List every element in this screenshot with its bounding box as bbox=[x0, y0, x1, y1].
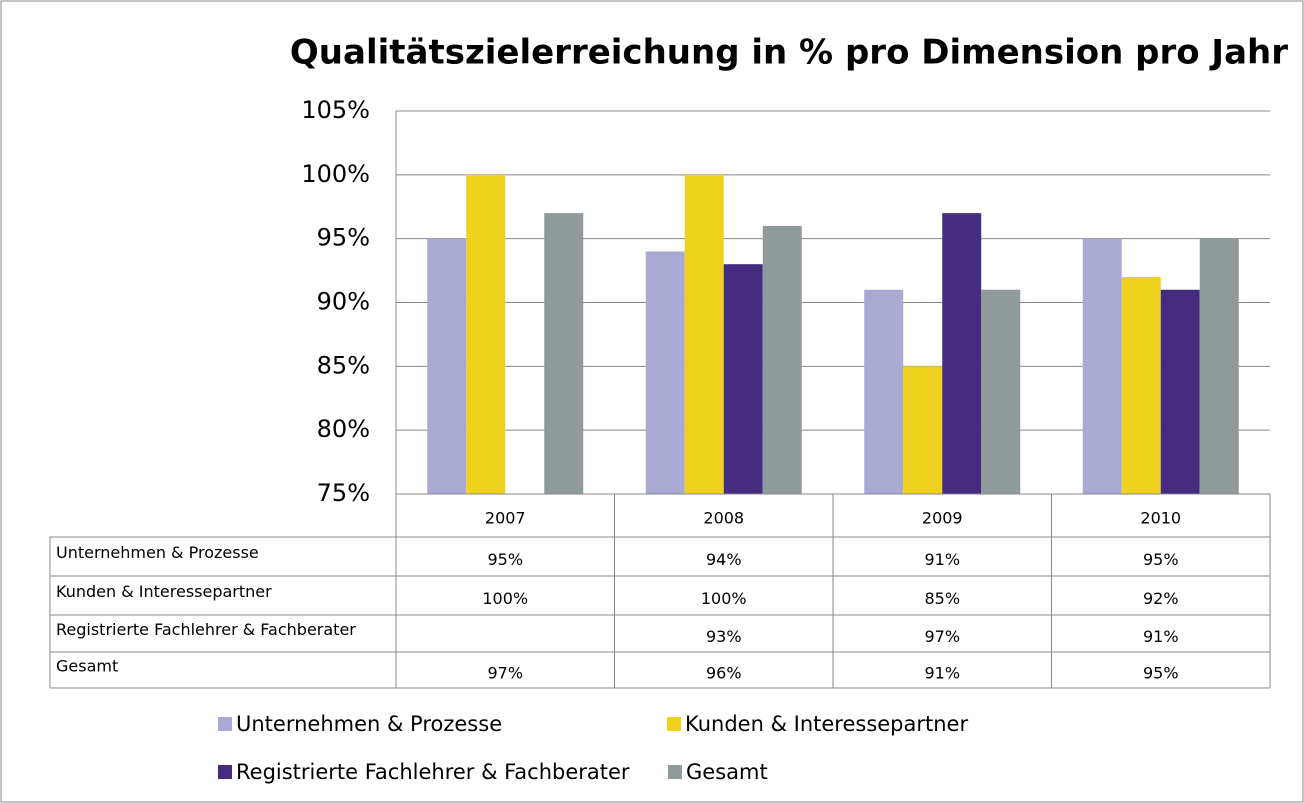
bar bbox=[1082, 238, 1122, 494]
table-cell: 94% bbox=[706, 550, 742, 569]
table-cell: 100% bbox=[482, 589, 528, 608]
table-cell: 92% bbox=[1143, 589, 1179, 608]
table-cell: 95% bbox=[487, 550, 523, 569]
x-tick-label: 2007 bbox=[485, 509, 526, 528]
table-row-label: Gesamt bbox=[56, 657, 118, 676]
table-cell: 97% bbox=[487, 664, 523, 683]
table-cell: 93% bbox=[706, 627, 742, 646]
table-cell: 95% bbox=[1143, 550, 1179, 569]
x-tick-label: 2010 bbox=[1140, 509, 1181, 528]
legend-label: Kunden & Interessepartner bbox=[685, 712, 968, 736]
bar bbox=[903, 366, 943, 494]
table-cell: 97% bbox=[924, 627, 960, 646]
table-cell: 91% bbox=[924, 550, 960, 569]
table-row-label: Kunden & Interessepartner bbox=[56, 582, 272, 601]
bar bbox=[645, 251, 685, 494]
legend-label: Gesamt bbox=[686, 760, 768, 784]
y-tick-label: 75% bbox=[317, 479, 370, 507]
table-cell: 96% bbox=[706, 664, 742, 683]
x-tick-label: 2008 bbox=[703, 509, 744, 528]
legend-swatch bbox=[667, 717, 681, 731]
bar bbox=[684, 174, 724, 495]
y-tick-label: 100% bbox=[301, 160, 370, 188]
bar bbox=[544, 213, 584, 494]
bar bbox=[762, 225, 802, 494]
bar bbox=[942, 213, 982, 494]
chart-title: Qualitätszielerreichung in % pro Dimensi… bbox=[290, 33, 1288, 73]
bar bbox=[1121, 276, 1161, 494]
bar bbox=[723, 264, 763, 494]
bar bbox=[466, 174, 506, 495]
bar bbox=[427, 238, 467, 494]
legend-label: Registrierte Fachlehrer & Fachberater bbox=[236, 760, 630, 784]
table-cell: 95% bbox=[1143, 664, 1179, 683]
table-row-label: Unternehmen & Prozesse bbox=[56, 543, 259, 562]
y-tick-label: 90% bbox=[317, 288, 370, 316]
y-tick-label: 105% bbox=[301, 96, 370, 124]
legend-swatch bbox=[218, 717, 232, 731]
bar bbox=[1199, 238, 1239, 494]
table-cell: 91% bbox=[924, 664, 960, 683]
legend-swatch bbox=[668, 765, 682, 779]
table-cell: 85% bbox=[924, 589, 960, 608]
table-row-label: Registrierte Fachlehrer & Fachberater bbox=[56, 620, 356, 639]
legend-swatch bbox=[218, 765, 232, 779]
legend-label: Unternehmen & Prozesse bbox=[236, 712, 502, 736]
bar bbox=[864, 289, 904, 494]
bar bbox=[981, 289, 1021, 494]
table-cell: 100% bbox=[701, 589, 747, 608]
y-tick-label: 80% bbox=[317, 415, 370, 443]
y-tick-label: 95% bbox=[317, 224, 370, 252]
y-tick-label: 85% bbox=[317, 351, 370, 379]
bar bbox=[1160, 289, 1200, 494]
table-cell: 91% bbox=[1143, 627, 1179, 646]
x-tick-label: 2009 bbox=[922, 509, 963, 528]
